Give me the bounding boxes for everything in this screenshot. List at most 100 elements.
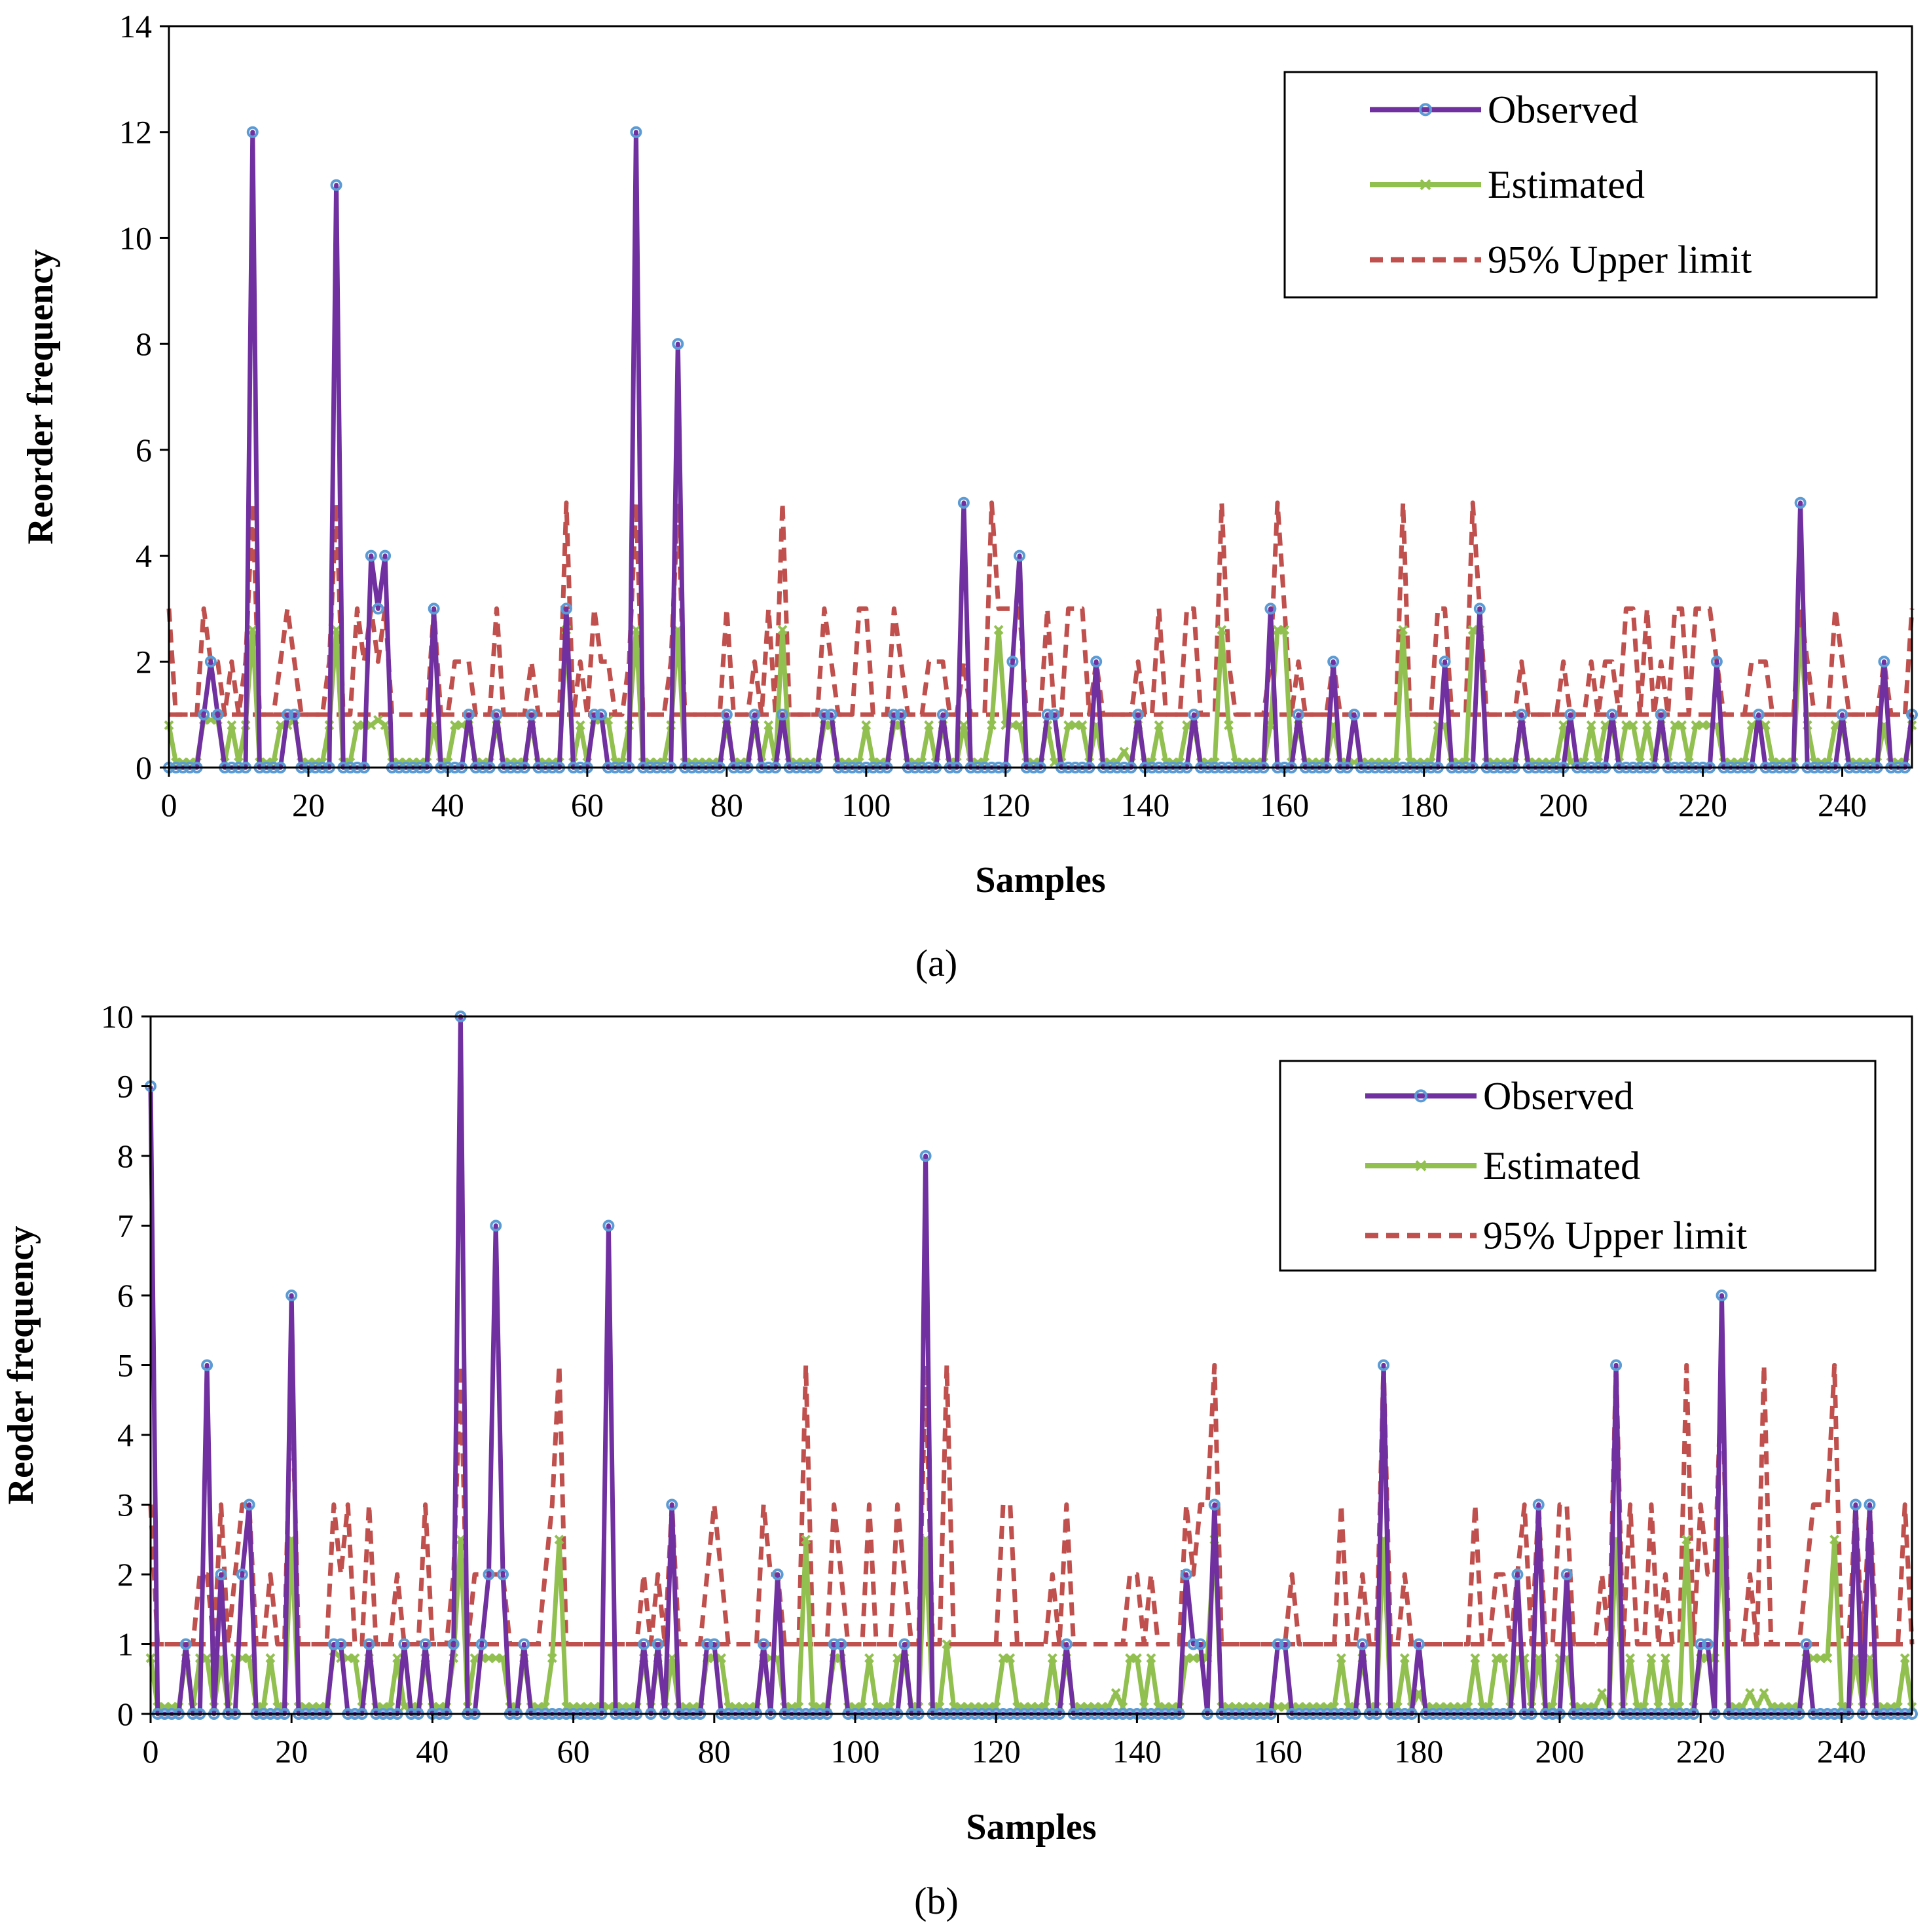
observed-point-111 (936, 709, 949, 721)
series-95pct-upper-limit (148, 1363, 1915, 1646)
x-tick-label: 200 (1535, 1733, 1585, 1770)
estimated-point-38 (429, 720, 439, 730)
y-tick-label: 8 (136, 325, 152, 362)
observed-point-175 (1378, 1359, 1389, 1371)
estimated-point-114 (959, 720, 969, 730)
estimated-point-188 (1470, 1653, 1480, 1663)
estimated-point-102 (864, 1653, 874, 1663)
estimated-point-67 (631, 625, 641, 635)
estimated-point-17 (265, 1653, 276, 1663)
observed-point-30 (372, 603, 384, 615)
estimated-point-249 (1900, 1653, 1910, 1663)
estimated-point-210 (1628, 720, 1638, 730)
estimated-point-122 (1014, 720, 1025, 730)
legend-marker-observed (1419, 103, 1432, 117)
x-tick-label: 20 (275, 1733, 308, 1770)
observed-point-222 (1710, 656, 1723, 668)
observed-point-147 (1188, 709, 1200, 721)
x-axis-title: Samples (966, 1807, 1096, 1848)
observed-point-127 (1048, 709, 1061, 721)
observed-point-170 (1348, 709, 1361, 721)
legend-label-observed: Observed (1488, 88, 1638, 131)
observed-point-80 (720, 709, 733, 721)
x-tick-label: 200 (1539, 787, 1588, 823)
series-95pct-upper-limit (166, 500, 1915, 717)
observed-point-57 (560, 603, 572, 615)
panel-label: (b) (914, 1880, 959, 1922)
observed-point-5 (179, 1638, 192, 1650)
observed-point-148 (1187, 1638, 1200, 1650)
observed-point-14 (243, 1498, 255, 1511)
observed-point-49 (490, 1219, 502, 1232)
observed-point-53 (518, 1638, 530, 1650)
y-tick-label: 4 (117, 1417, 134, 1453)
y-axis-title: Reoder frequency (1, 1226, 41, 1505)
observed-point-61 (588, 709, 600, 721)
x-tick-label: 240 (1818, 787, 1867, 823)
observed-point-246 (1878, 656, 1890, 668)
observed-point-70 (638, 1638, 650, 1650)
estimated-point-140 (1131, 1653, 1142, 1663)
observed-point-244 (1864, 1498, 1876, 1511)
x-tick-label: 140 (1120, 787, 1169, 823)
legend-label-estimated: Estimated (1483, 1144, 1640, 1187)
observed-point-72 (652, 1638, 664, 1650)
estimated-point-204 (1586, 720, 1596, 730)
x-tick-label: 140 (1112, 1733, 1162, 1770)
observed-point-214 (1655, 709, 1667, 721)
observed-point-48 (483, 1569, 495, 1580)
observed-point-167 (1327, 656, 1340, 668)
estimated-point-142 (1154, 720, 1164, 730)
estimated-point-58 (554, 1534, 564, 1545)
observed-point-18 (288, 709, 301, 721)
x-tick-label: 80 (698, 1733, 731, 1770)
estimated-point-93 (801, 1534, 811, 1545)
estimated-point-244 (1865, 1653, 1875, 1663)
legend-label-95pct-upper-limit: 95% Upper limit (1483, 1214, 1748, 1257)
legend: Observed Estimated 95% Upper limit (1279, 1060, 1877, 1272)
panel-label: (a) (915, 942, 957, 984)
y-tick-label: 2 (136, 643, 152, 680)
observed-point-43 (462, 709, 475, 721)
observed-point-228 (1752, 709, 1765, 721)
estimated-point-217 (1677, 720, 1687, 730)
observed-point-8 (201, 1359, 213, 1371)
estimated-point-81 (716, 1653, 726, 1663)
plot-frame (168, 25, 1913, 769)
x-tick-label: 0 (161, 787, 177, 823)
observed-point-39 (419, 1638, 432, 1650)
x-tick-label: 220 (1676, 1733, 1725, 1770)
estimated-point-57 (547, 1653, 557, 1663)
observed-point-220 (1695, 1638, 1707, 1650)
legend: Observed Estimated 95% Upper limit (1283, 71, 1878, 299)
observed-point-43 (447, 1638, 460, 1650)
estimated-point-169 (1336, 1653, 1346, 1663)
observed-point-122 (1014, 549, 1026, 562)
estimated-point-131 (1077, 720, 1088, 730)
observed-point-110 (919, 1150, 932, 1162)
legend-marker-observed (1414, 1089, 1427, 1103)
observed-point-17 (282, 709, 294, 721)
estimated-point-192 (1498, 1653, 1509, 1663)
y-tick-label: 4 (136, 538, 152, 574)
estimated-point-31 (380, 720, 390, 730)
y-tick-label: 8 (117, 1138, 134, 1174)
observed-point-13 (236, 1569, 248, 1580)
observed-point-27 (335, 1638, 347, 1650)
observed-point-74 (666, 1498, 678, 1511)
y-tick-label: 10 (101, 998, 134, 1035)
estimated-point-212 (1642, 720, 1652, 730)
y-tick-label: 10 (119, 219, 152, 256)
x-tick-label: 40 (416, 1733, 449, 1770)
observed-point-52 (525, 709, 538, 721)
estimated-point-14 (244, 1653, 255, 1663)
x-tick-label: 0 (143, 1733, 159, 1770)
observed-point-84 (748, 709, 761, 721)
observed-point-158 (1264, 603, 1277, 615)
estimated-point-118 (987, 720, 997, 730)
estimated-point-197 (1534, 1653, 1544, 1663)
observed-point-26 (327, 1638, 340, 1650)
estimated-point-229 (1760, 720, 1771, 730)
x-tick-label: 240 (1817, 1733, 1866, 1770)
